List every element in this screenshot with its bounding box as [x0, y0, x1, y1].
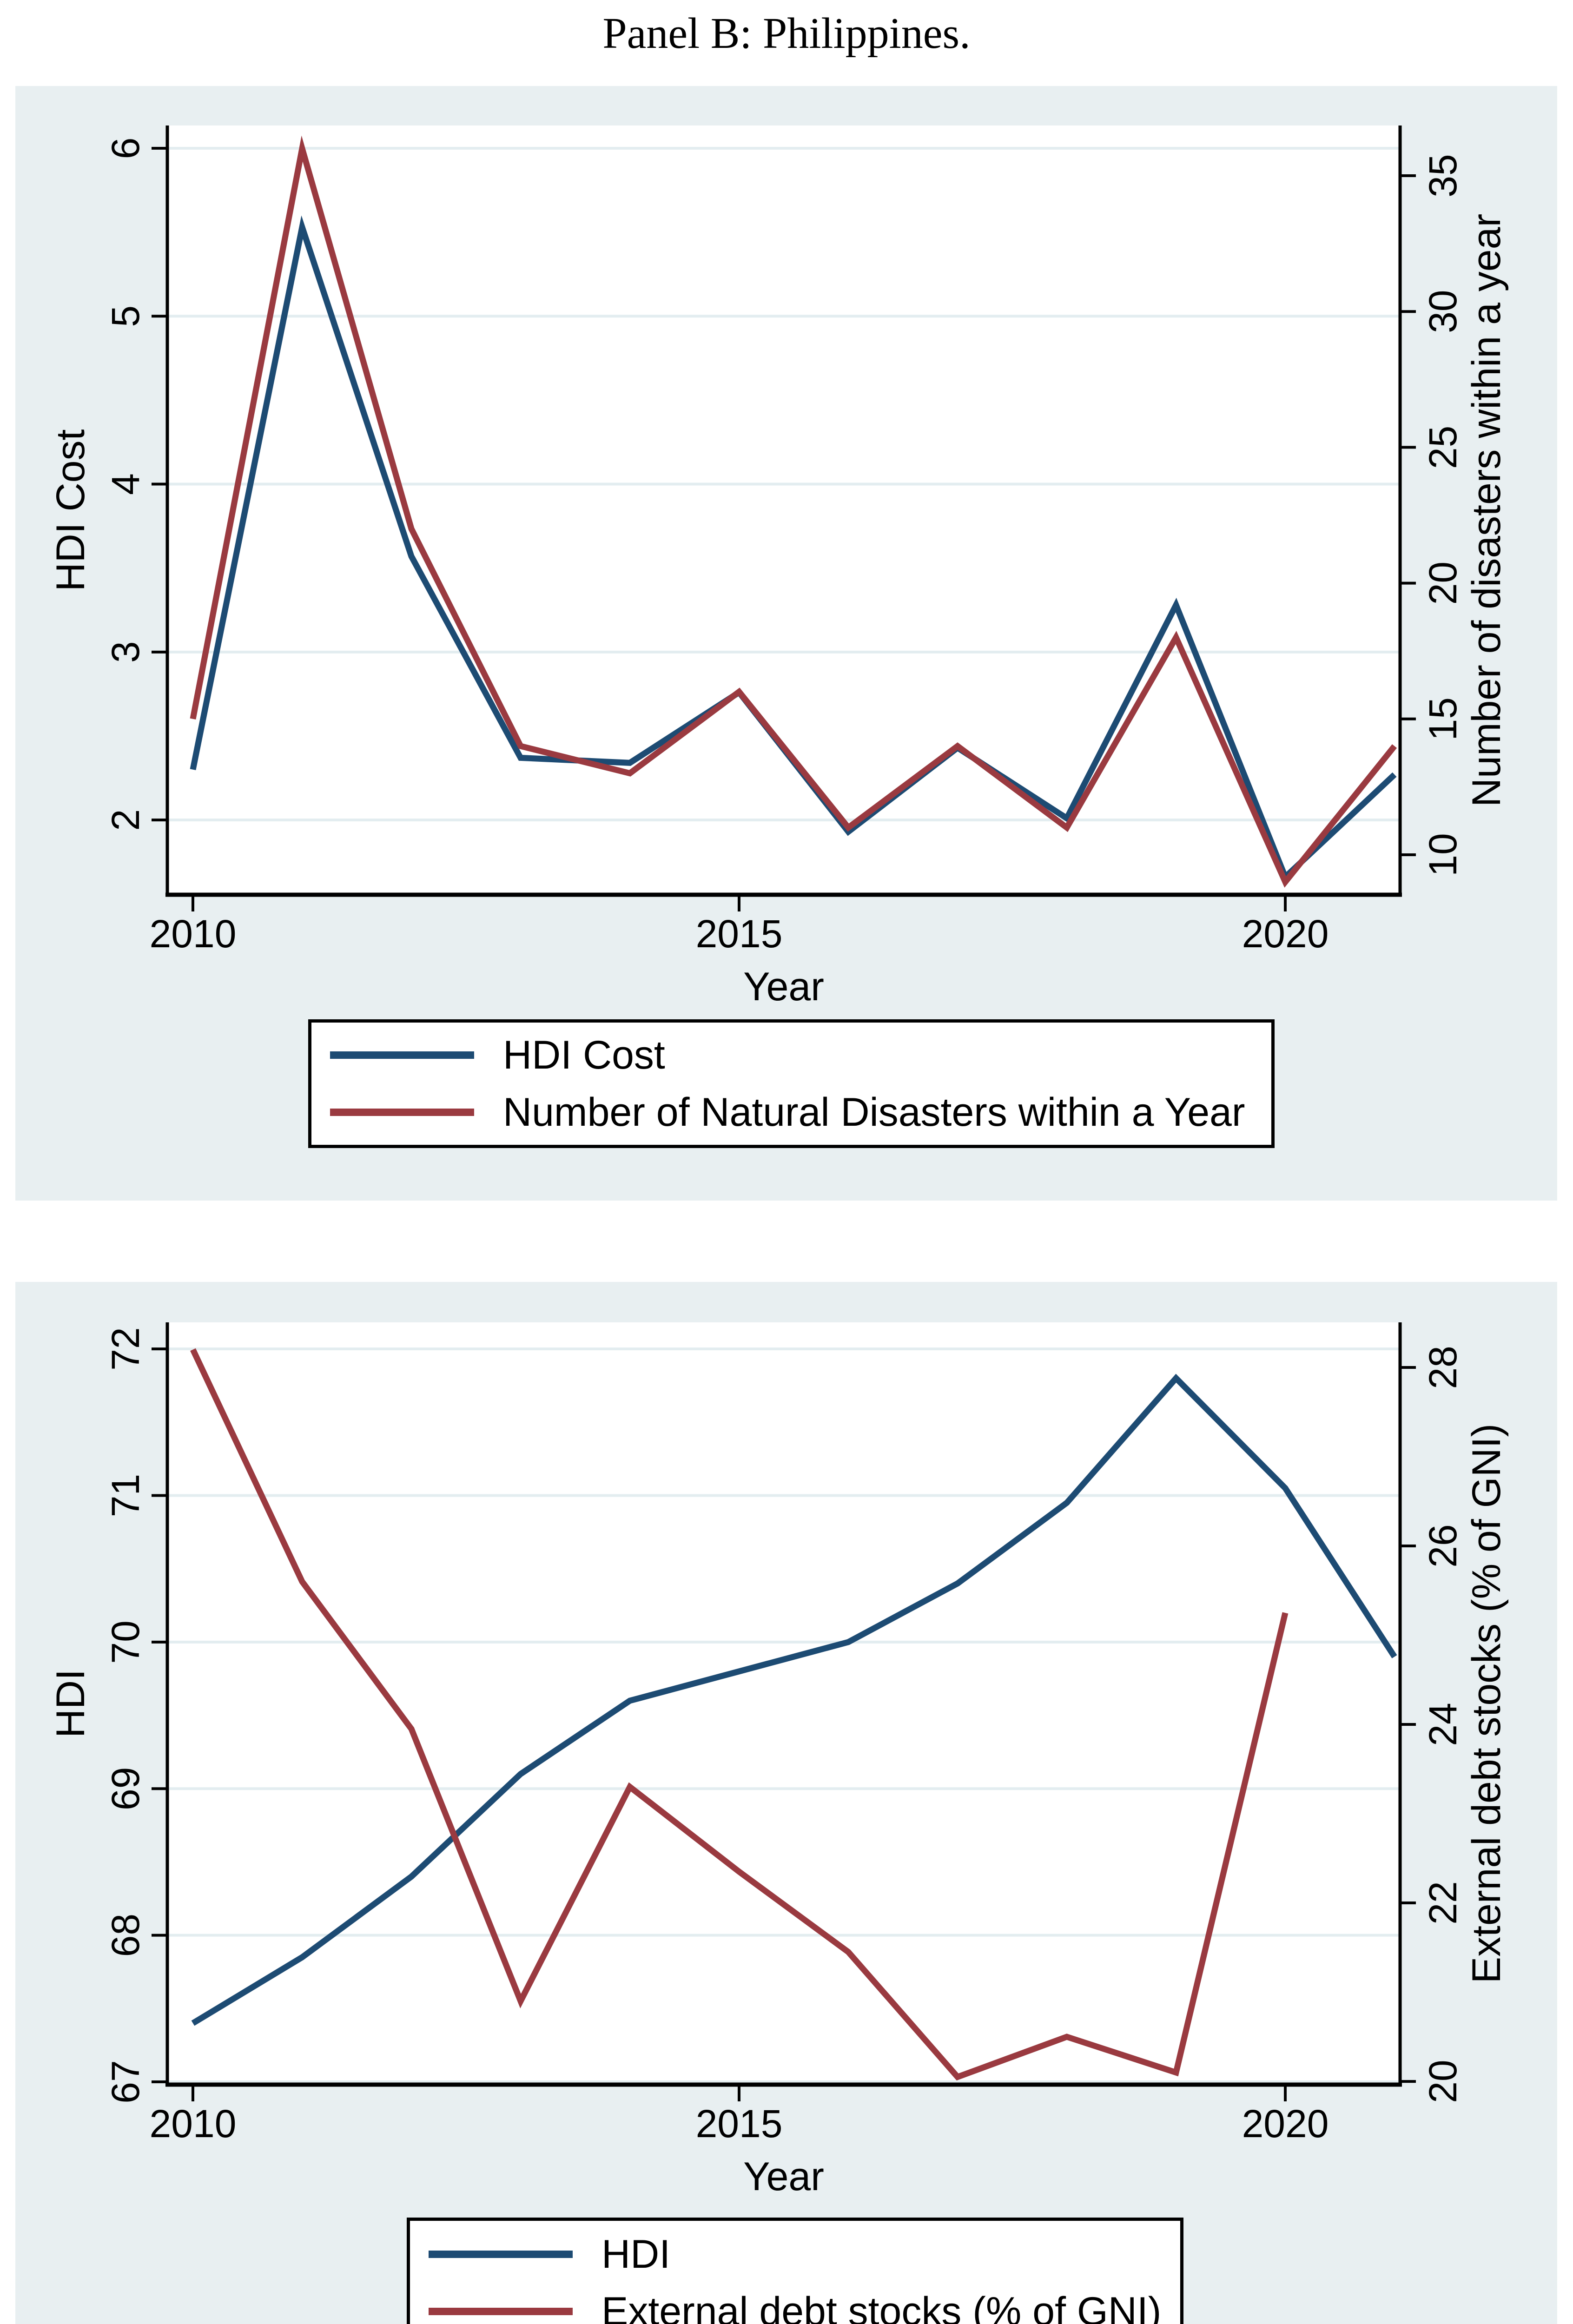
x-tick-label: 2020 [1242, 912, 1329, 956]
right-tick-label: 24 [1421, 1703, 1465, 1746]
left-y-axis-title: HDI [48, 1669, 93, 1738]
panel-hdi-external-debt: 67 68 69 70 71 72 20 22 24 26 28 2010 2015 2020 HDI E… [15, 1282, 1557, 2324]
series-line-right [190, 1348, 1289, 2081]
left-tick-label: 5 [104, 305, 147, 327]
chart-canvas-top: 2 3 4 5 6 10 15 20 25 30 35 2010 2015 2020 [104, 125, 1465, 956]
right-tick-label: 20 [1421, 2060, 1465, 2103]
left-tick-label: 3 [104, 641, 147, 663]
figure-title: Panel B: Philippines. [602, 9, 971, 58]
right-tick-label: 30 [1421, 290, 1465, 333]
series-line-right [190, 135, 1397, 888]
left-tick-label: 72 [104, 1327, 147, 1370]
chart-canvas-bottom: 67 68 69 70 71 72 20 22 24 26 28 2010 2015 2020 [104, 1322, 1465, 2146]
left-tick-label: 68 [104, 1914, 147, 1957]
left-tick-label: 71 [104, 1474, 147, 1517]
series-line-left [191, 1373, 1397, 2026]
right-tick-label: 28 [1421, 1346, 1465, 1389]
legend-label: HDI [601, 2232, 671, 2277]
right-y-axis-title: Number of disasters within a year [1464, 213, 1509, 807]
legend-label: HDI Cost [503, 1032, 665, 1077]
left-tick-label: 67 [104, 2060, 147, 2103]
legend: HDI Cost Number of Natural Disasters wit… [308, 1019, 1275, 1148]
legend-line-sample-maroon [429, 2307, 573, 2315]
right-y-axis-title: External debt stocks (% of GNI) [1464, 1423, 1509, 1984]
plot-area [167, 125, 1400, 895]
right-tick-label: 20 [1421, 561, 1465, 605]
right-tick-label: 35 [1421, 154, 1465, 197]
legend-item: HDI [429, 2232, 1180, 2277]
x-tick-label: 2010 [150, 2102, 237, 2146]
left-y-axis-title: HDI Cost [48, 429, 93, 591]
x-axis-title: Year [743, 964, 824, 1009]
legend-item: Number of Natural Disasters within a Yea… [330, 1090, 1271, 1135]
legend-label: Number of Natural Disasters within a Yea… [503, 1089, 1245, 1135]
left-tick-label: 4 [104, 473, 147, 495]
legend-item: HDI Cost [330, 1033, 1271, 1077]
left-tick-label: 69 [104, 1767, 147, 1810]
right-tick-label: 22 [1421, 1881, 1465, 1924]
left-tick-label: 70 [104, 1620, 147, 1664]
x-tick-label: 2015 [696, 912, 783, 956]
right-tick-label: 15 [1421, 697, 1465, 740]
legend-line-sample-navy [429, 2251, 573, 2258]
legend: HDI External debt stocks (% of GNI) [407, 2218, 1183, 2324]
x-axis-title: Year [743, 2154, 824, 2199]
right-tick-label: 26 [1421, 1524, 1465, 1567]
x-tick-label: 2020 [1242, 2102, 1329, 2146]
left-tick-label: 6 [104, 138, 147, 159]
plot-area [167, 1322, 1400, 2085]
right-tick-label: 25 [1421, 426, 1465, 469]
right-tick-label: 10 [1421, 833, 1465, 876]
legend-item: External debt stocks (% of GNI) [429, 2289, 1180, 2324]
legend-label: External debt stocks (% of GNI) [601, 2289, 1162, 2324]
legend-line-sample-maroon [330, 1108, 474, 1116]
x-tick-label: 2015 [696, 2102, 783, 2146]
legend-line-sample-navy [330, 1051, 474, 1059]
x-tick-label: 2010 [150, 912, 237, 956]
left-tick-label: 2 [104, 809, 147, 831]
panel-hdi-cost-disasters: 2 3 4 5 6 10 15 20 25 30 35 2010 2015 2020 HDI Cost N… [15, 86, 1557, 1201]
